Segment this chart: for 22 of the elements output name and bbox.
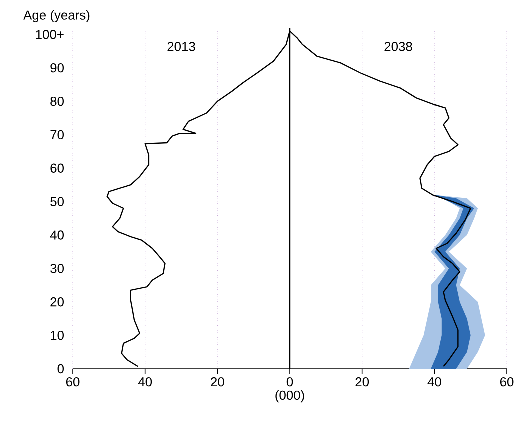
y-tick-label: 90 [50,64,64,73]
y-tick-label: 100+ [36,30,64,40]
y-tick-label: 60 [50,164,64,173]
y-tick-label: 0 [58,364,64,374]
y-tick-label: 10 [51,330,64,340]
x-axis-title: (000) [276,390,304,403]
y-tick-label: 40 [50,230,64,240]
y-tick-label: 80 [50,96,64,106]
y-tick-label: 50 [50,197,64,206]
x-tick-label: 0 [286,378,294,387]
x-tick-label: 40 [138,378,152,387]
x-tick-label: 60 [66,378,80,387]
annotation: 2038 [384,42,412,52]
y-axis-title: Age (years) [24,10,90,22]
annotation: 2013 [168,42,196,52]
x-tick-label: 40 [428,378,442,387]
y-tick-label: 70 [50,130,64,140]
y-tick-label: 30 [50,264,64,274]
x-tick-label: 20 [211,378,224,387]
x-tick-label: 60 [500,378,514,387]
x-tick-label: 20 [356,378,370,387]
y-tick-label: 20 [50,298,64,307]
